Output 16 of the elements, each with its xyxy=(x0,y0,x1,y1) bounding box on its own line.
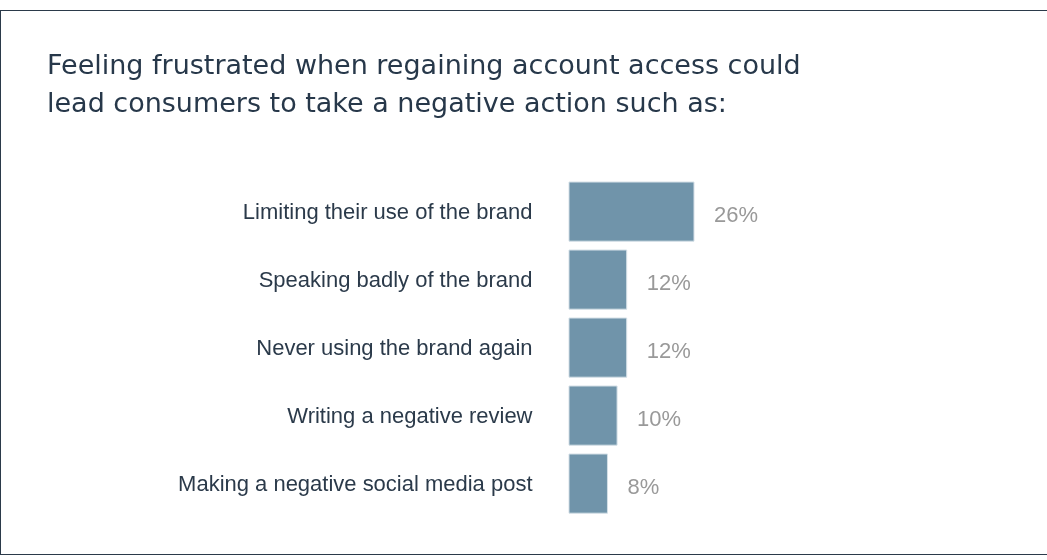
y-tick-label: Speaking badly of the brand xyxy=(258,266,533,292)
bar xyxy=(568,181,695,242)
data-label: 12% xyxy=(646,337,691,363)
chart-title: Feeling frustrated when regaining account access could lead consumers to take a negative action such as: xyxy=(47,48,801,118)
y-tick-label: Never using the brand again xyxy=(256,334,533,360)
data-label: 12% xyxy=(646,269,691,295)
data-label: 26% xyxy=(714,201,759,227)
bar xyxy=(568,385,618,446)
bar xyxy=(568,453,608,514)
y-tick-label: Making a negative social media post xyxy=(178,470,533,496)
data-label: 10% xyxy=(637,405,682,431)
data-label: 8% xyxy=(627,473,660,499)
bar xyxy=(568,317,628,378)
y-tick-label: Writing a negative review xyxy=(287,402,533,428)
y-tick-label: Limiting their use of the brand xyxy=(242,198,533,224)
bar xyxy=(568,249,628,310)
